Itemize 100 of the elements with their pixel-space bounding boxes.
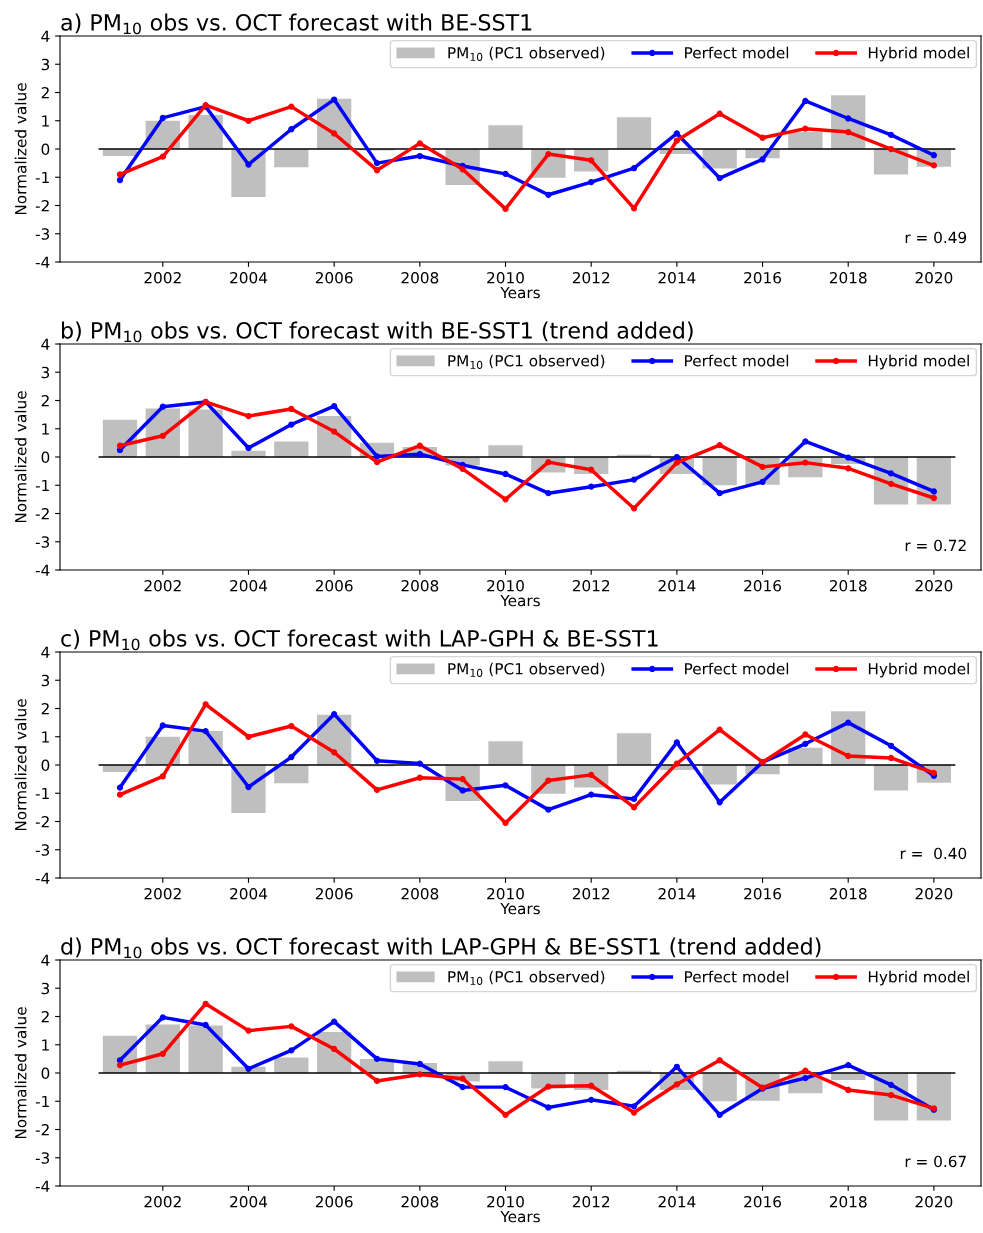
- y-tick-label: 4: [41, 646, 50, 658]
- y-tick-label: -2: [35, 199, 49, 212]
- x-tick-label: 2012: [572, 579, 610, 592]
- y-tick-label: -4: [35, 564, 50, 576]
- annotation: r = 0.49: [905, 231, 967, 244]
- x-tick-label: 2016: [744, 887, 782, 900]
- x-tick-label: 2006: [315, 887, 353, 900]
- y-tick-label: 2: [41, 86, 49, 99]
- y-tick-label: 0: [41, 143, 50, 156]
- legend-label: Hybrid model: [868, 970, 969, 986]
- y-tick-label: 1: [42, 423, 49, 435]
- legend-label: PM$_{10}$ (PC1 observed): [448, 46, 605, 61]
- y-tick-label: -2: [35, 1123, 49, 1136]
- x-tick-label: 2014: [658, 1195, 696, 1208]
- y-tick-label: 3: [41, 366, 50, 379]
- x-tick-label: 2016: [744, 271, 782, 284]
- x-tick-label: 2004: [230, 579, 268, 592]
- legend-label: Perfect model: [685, 46, 789, 59]
- x-tick-label: 2008: [401, 579, 439, 592]
- x-tick-label: 2006: [315, 271, 353, 284]
- x-tick-label: 2006: [315, 1195, 353, 1208]
- y-tick-label: 0: [41, 451, 50, 464]
- y-tick-label: -4: [35, 256, 50, 268]
- x-tick-label: 2018: [829, 579, 867, 592]
- legend-label: PM$_{10}$ (PC1 observed): [448, 970, 605, 985]
- x-tick-label: 2012: [572, 271, 610, 284]
- y-tick-label: 0: [41, 1067, 50, 1080]
- x-tick-label: 2014: [658, 271, 696, 284]
- legend-label: PM$_{10}$ (PC1 observed): [448, 662, 605, 677]
- y-tick-label: 4: [41, 338, 50, 350]
- x-tick-label: 2010: [487, 1195, 524, 1208]
- x-tick-label: 2002: [144, 271, 181, 284]
- x-axis-title: Years: [500, 1210, 540, 1223]
- legend-label: Hybrid model: [868, 662, 969, 678]
- y-axis-title: Normalized value: [14, 699, 27, 831]
- y-axis-title: Normalized value: [14, 1007, 27, 1139]
- x-tick-label: 2014: [658, 887, 696, 900]
- legend-label: PM$_{10}$ (PC1 observed): [448, 354, 605, 369]
- legend-label: Perfect model: [685, 970, 789, 983]
- y-tick-label: -3: [35, 536, 50, 548]
- x-tick-label: 2016: [744, 1195, 782, 1208]
- y-tick-label: 1: [42, 1039, 49, 1051]
- y-tick-label: 3: [41, 982, 50, 995]
- y-tick-label: -4: [35, 1180, 50, 1192]
- x-tick-label: 2002: [144, 887, 181, 900]
- y-tick-label: -3: [35, 1152, 50, 1164]
- x-axis-title: Years: [500, 594, 540, 607]
- annotation: r = 0.72: [905, 539, 966, 552]
- x-tick-label: 2010: [487, 579, 524, 592]
- x-tick-label: 2020: [915, 887, 953, 900]
- y-tick-label: 2: [41, 702, 49, 715]
- y-tick-label: 2: [41, 394, 49, 407]
- y-tick-label: -1: [35, 171, 49, 184]
- y-tick-label: 1: [42, 731, 49, 743]
- chart-title: c) PM$_{10}$ obs vs. OCT forecast with LAP-GPH & BE-SST1: [61, 629, 658, 651]
- y-tick-label: -4: [35, 872, 50, 884]
- y-tick-label: -1: [35, 479, 49, 492]
- legend-label: Hybrid model: [868, 46, 969, 62]
- y-axis-title: Normalized value: [14, 83, 27, 215]
- y-tick-label: 1: [42, 115, 49, 127]
- x-tick-label: 2004: [230, 271, 268, 284]
- x-tick-label: 2018: [829, 1195, 867, 1208]
- x-tick-label: 2012: [572, 1195, 610, 1208]
- x-tick-label: 2010: [487, 271, 524, 284]
- x-tick-label: 2010: [487, 887, 524, 900]
- y-tick-label: -2: [35, 815, 49, 828]
- x-tick-label: 2002: [144, 579, 181, 592]
- y-tick-label: -1: [35, 787, 49, 800]
- x-tick-label: 2018: [829, 271, 867, 284]
- chart-title: d) PM$_{10}$ obs vs. OCT forecast with LAP-GPH & BE-SST1 (trend added): [61, 937, 821, 959]
- x-tick-label: 2008: [401, 1195, 439, 1208]
- y-tick-label: 4: [41, 30, 50, 42]
- x-tick-label: 2004: [230, 887, 268, 900]
- annotation: r = 0.67: [905, 1155, 966, 1168]
- x-tick-label: 2004: [230, 1195, 268, 1208]
- y-tick-label: 3: [41, 674, 50, 687]
- legend-label: Perfect model: [685, 662, 789, 675]
- legend-label: Hybrid model: [868, 354, 969, 370]
- y-tick-label: 4: [41, 954, 50, 966]
- x-axis-title: Years: [500, 286, 540, 299]
- y-tick-label: -3: [35, 228, 50, 240]
- x-tick-label: 2016: [744, 579, 782, 592]
- x-tick-label: 2014: [658, 579, 696, 592]
- x-tick-label: 2012: [572, 887, 610, 900]
- y-tick-label: 0: [41, 759, 50, 772]
- x-tick-label: 2008: [401, 271, 439, 284]
- legend-label: Perfect model: [685, 354, 789, 367]
- x-tick-label: 2006: [315, 579, 353, 592]
- chart-title: a) PM$_{10}$ obs vs. OCT forecast with BE-SST1: [61, 13, 532, 35]
- x-axis-title: Years: [500, 902, 540, 915]
- y-axis-title: Normalized value: [14, 391, 27, 523]
- annotation: r = 0.40: [900, 847, 967, 860]
- chart-title: b) PM$_{10}$ obs vs. OCT forecast with BE-SST1 (trend added): [62, 321, 693, 343]
- x-tick-label: 2020: [915, 271, 953, 284]
- x-tick-label: 2002: [144, 1195, 181, 1208]
- y-tick-label: -1: [35, 1095, 49, 1108]
- y-tick-label: 2: [41, 1010, 49, 1023]
- y-tick-label: 3: [41, 58, 50, 71]
- x-tick-label: 2020: [915, 579, 953, 592]
- x-tick-label: 2020: [915, 1195, 953, 1208]
